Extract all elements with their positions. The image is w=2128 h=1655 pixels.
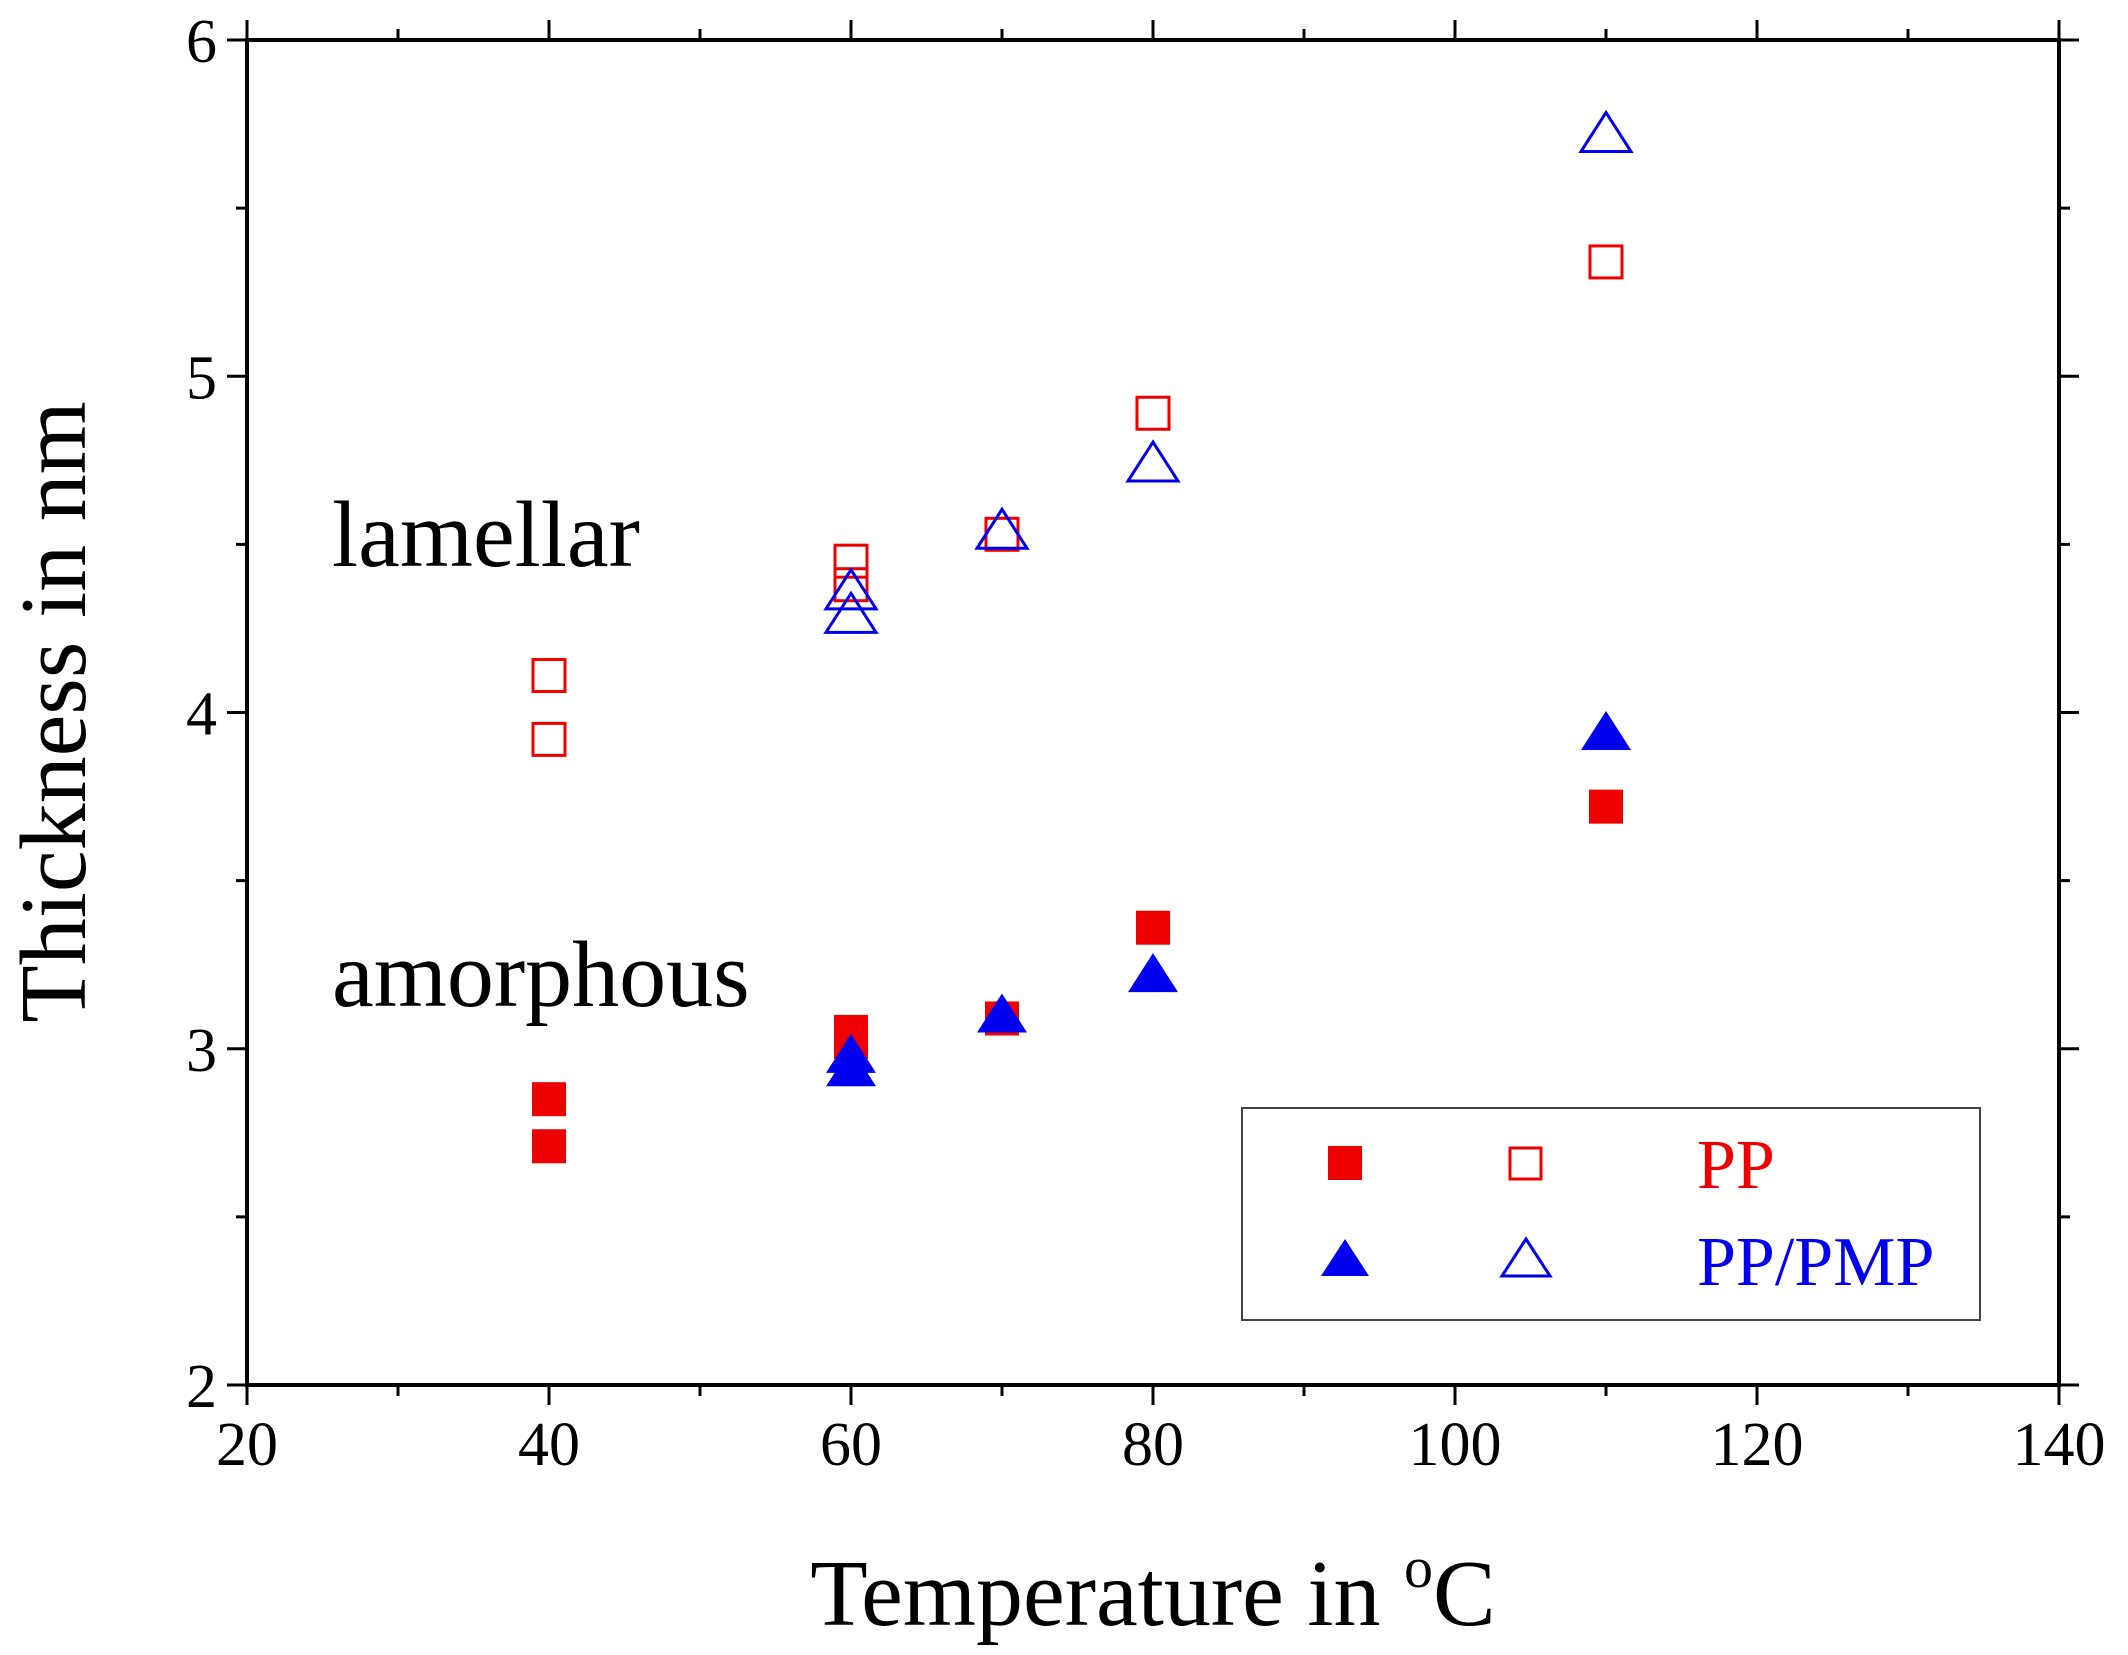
data-point-pp-amorphous xyxy=(1589,789,1623,824)
x-axis-title: Temperature in oC xyxy=(810,1535,1495,1646)
data-point-pp-lamellar xyxy=(984,516,1020,552)
x-tick-label: 60 xyxy=(820,1411,882,1479)
legend: PP PP/PMP xyxy=(1241,1107,1981,1321)
data-point-pp-amorphous xyxy=(1136,910,1170,945)
legend-marker-pmp-open xyxy=(1499,1236,1553,1278)
data-point-pp-lamellar xyxy=(531,721,567,757)
legend-marker-pmp-filled xyxy=(1321,1239,1369,1276)
data-point-pp-pmp-amorphous xyxy=(826,1033,876,1073)
y-tick-label: 3 xyxy=(186,1017,217,1085)
axis-ticks: 20 40 60 80 100 120 140 2 3 4 5 6 xyxy=(186,8,2106,1479)
x-tick-label: 80 xyxy=(1122,1411,1184,1479)
legend-box xyxy=(1241,1107,1981,1321)
data-point-pp-pmp-lamellar xyxy=(823,567,879,611)
data-point-pp-lamellar xyxy=(531,658,567,694)
legend-marker-pp-filled xyxy=(1328,1146,1362,1180)
data-point-pp-pmp-amorphous xyxy=(977,993,1027,1033)
x-tick-label: 140 xyxy=(2013,1411,2106,1479)
y-tick-label: 6 xyxy=(186,8,217,76)
annotation-lamellar: lamellar xyxy=(332,483,640,587)
y-tick-label: 2 xyxy=(186,1353,217,1421)
y-tick-label: 5 xyxy=(186,344,217,412)
legend-label-pp-pmp: PP/PMP xyxy=(1697,1224,1934,1301)
data-point-pp-lamellar xyxy=(1135,395,1171,431)
x-tick-label: 120 xyxy=(1711,1411,1804,1479)
data-point-pp-amorphous xyxy=(532,1082,566,1117)
plot-frame xyxy=(245,38,2061,1387)
y-axis-title: Thickness in nm xyxy=(2,401,106,1022)
data-point-pp-amorphous xyxy=(532,1129,566,1164)
data-point-pp-pmp-lamellar xyxy=(1125,439,1181,483)
y-tick-label: 4 xyxy=(186,681,217,749)
x-tick-label: 20 xyxy=(216,1411,278,1479)
data-point-pp-pmp-lamellar xyxy=(823,590,879,634)
data-point-pp-lamellar xyxy=(833,543,869,579)
legend-label-pp: PP xyxy=(1697,1127,1775,1204)
data-point-pp-pmp-amorphous xyxy=(1581,711,1631,751)
data-point-pp-lamellar xyxy=(1588,244,1624,280)
annotation-amorphous: amorphous xyxy=(332,923,750,1027)
data-point-pp-pmp-amorphous xyxy=(1128,953,1178,993)
legend-marker-pp-open xyxy=(1508,1146,1543,1181)
x-tick-label: 40 xyxy=(518,1411,580,1479)
data-point-pp-pmp-lamellar xyxy=(974,506,1030,550)
data-point-pp-pmp-lamellar xyxy=(1578,109,1634,154)
x-tick-label: 100 xyxy=(1409,1411,1502,1479)
data-points xyxy=(531,109,1634,1164)
